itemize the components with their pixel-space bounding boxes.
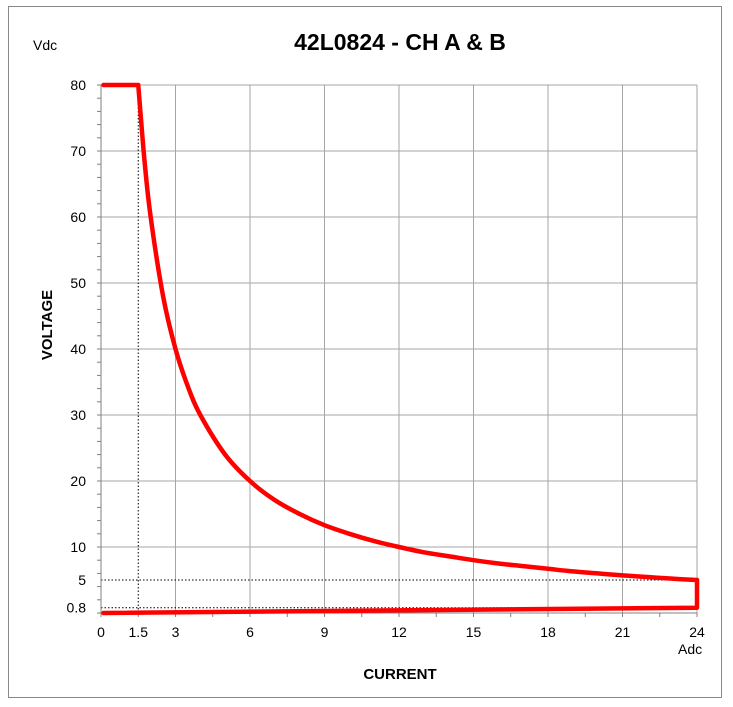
axes bbox=[97, 85, 697, 617]
y-unit-label: Vdc bbox=[33, 37, 57, 53]
x-tick-label: 21 bbox=[615, 624, 631, 640]
chart-title: 42L0824 - CH A & B bbox=[294, 29, 506, 55]
y-tick-label: 20 bbox=[70, 473, 86, 489]
y-tick-label: 70 bbox=[70, 143, 86, 159]
x-unit-label: Adc bbox=[678, 641, 702, 657]
y-tick-label: 40 bbox=[70, 341, 86, 357]
y-tick-label: 60 bbox=[70, 209, 86, 225]
grid bbox=[101, 85, 697, 613]
x-tick-label: 15 bbox=[466, 624, 482, 640]
x-tick-label: 12 bbox=[391, 624, 407, 640]
x-tick-label: 0 bbox=[97, 624, 105, 640]
y-tick-label: 5 bbox=[78, 572, 86, 588]
y-tick-label: 50 bbox=[70, 275, 86, 291]
x-tick-label: 1.5 bbox=[129, 624, 149, 640]
y-tick-label: 30 bbox=[70, 407, 86, 423]
x-tick-label: 9 bbox=[321, 624, 329, 640]
y-axis-title: VOLTAGE bbox=[39, 290, 56, 360]
x-tick-label: 6 bbox=[246, 624, 254, 640]
x-tick-label: 3 bbox=[172, 624, 180, 640]
y-tick-label: 80 bbox=[70, 77, 86, 93]
y-tick-label: 10 bbox=[70, 539, 86, 555]
x-tick-label: 24 bbox=[689, 624, 705, 640]
x-axis-title: CURRENT bbox=[363, 666, 436, 683]
x-tick-label: 18 bbox=[540, 624, 556, 640]
y-tick-label: 0.8 bbox=[67, 600, 87, 616]
tick-labels: 0 1.5 3 6 9 12 15 18 21 24 0.8 5 10 20 30 40 50 60 70 80 bbox=[67, 77, 705, 640]
